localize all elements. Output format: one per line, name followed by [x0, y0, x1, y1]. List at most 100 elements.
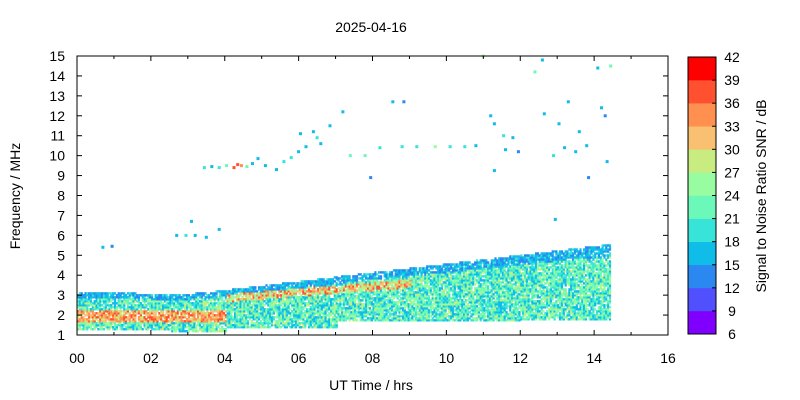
heatmap-cell: [89, 316, 93, 319]
heatmap-cell: [330, 300, 333, 303]
heatmap-cell: [505, 297, 508, 300]
heatmap-cell: [324, 322, 327, 325]
heatmap-cell: [437, 299, 440, 302]
heatmap-cell: [130, 324, 133, 327]
heatmap-cell: [496, 261, 499, 264]
heatmap-cell: [322, 282, 325, 285]
heatmap-cell: [435, 305, 438, 308]
heatmap-cell: [250, 286, 253, 289]
heatmap-cell: [435, 303, 438, 306]
heatmap-cell: [427, 295, 431, 298]
heatmap-cell: [514, 295, 517, 298]
heatmap-cell: [509, 273, 512, 276]
heatmap-cell: [487, 311, 490, 314]
heatmap-cell: [481, 261, 484, 264]
heatmap-cell: [361, 285, 364, 288]
heatmap-cell: [485, 267, 488, 270]
heatmap-cell: [152, 300, 155, 303]
heatmap-cell: [415, 309, 418, 312]
heatmap-cell: [309, 280, 312, 283]
heatmap-cell: [333, 314, 336, 317]
heatmap-cell: [241, 302, 244, 305]
heatmap-cell: [355, 307, 359, 310]
heatmap-cell: [136, 294, 139, 297]
heatmap-cell: [169, 328, 172, 331]
heatmap-cell: [466, 287, 469, 290]
heatmap-cell: [245, 300, 248, 303]
heatmap-cell: [518, 263, 521, 266]
heatmap-cell: [322, 290, 325, 293]
heatmap-cell: [474, 303, 477, 306]
heatmap-cell: [442, 273, 445, 276]
heatmap-cell: [132, 328, 135, 331]
heatmap-cell: [178, 328, 181, 331]
heatmap-cell: [470, 277, 473, 280]
heatmap-cell: [176, 316, 179, 319]
heatmap-cell: [437, 271, 440, 274]
heatmap-cell: [407, 315, 410, 318]
heatmap-cell: [448, 297, 451, 300]
heatmap-cell: [455, 275, 458, 278]
heatmap-cell: [468, 275, 471, 278]
heatmap-cell: [354, 313, 357, 316]
heatmap-cell: [237, 310, 240, 313]
heatmap-cell: [137, 300, 141, 303]
heatmap-cell: [150, 310, 154, 313]
heatmap-cell: [331, 316, 335, 319]
heatmap-cell: [222, 304, 226, 307]
heatmap-cell: [130, 304, 133, 307]
heatmap-cell: [78, 306, 81, 309]
heatmap-cell: [204, 298, 207, 301]
heatmap-cell: [516, 255, 519, 258]
heatmap-cell: [466, 269, 469, 272]
heatmap-cell: [400, 311, 403, 314]
heatmap-cell: [440, 319, 443, 322]
heatmap-cell: [102, 316, 106, 319]
heatmap-cell: [252, 298, 255, 301]
heatmap-cell: [446, 285, 449, 288]
heatmap-cell: [512, 267, 516, 270]
heatmap-cell: [381, 309, 384, 312]
heatmap-cell: [333, 318, 336, 321]
heatmap-cell: [499, 285, 503, 288]
heatmap-cell: [202, 304, 205, 307]
heatmap-cell: [174, 322, 178, 325]
heatmap-cell: [80, 324, 83, 327]
heatmap-cell: [455, 281, 458, 284]
heatmap-cell: [485, 307, 488, 310]
heatmap-cell: [198, 294, 202, 297]
heatmap-cell: [246, 292, 250, 295]
heatmap-cell: [416, 299, 419, 302]
heatmap-cell: [130, 306, 133, 309]
heatmap-cell: [514, 313, 517, 316]
heatmap-cell: [490, 303, 493, 306]
heatmap-cell: [466, 263, 469, 266]
heatmap-cell: [261, 298, 264, 301]
heatmap-cell: [463, 281, 466, 284]
heatmap-cell: [420, 299, 423, 302]
heatmap-cell: [169, 298, 172, 301]
heatmap-cell: [372, 273, 375, 276]
heatmap-cell: [494, 267, 497, 270]
heatmap-cell: [446, 305, 449, 308]
heatmap-cell: [318, 324, 322, 327]
heatmap-cell: [367, 319, 370, 322]
heatmap-cell: [113, 324, 117, 327]
heatmap-cell: [331, 298, 335, 301]
heatmap-cell: [381, 295, 384, 298]
heatmap-cell: [481, 317, 484, 320]
heatmap-cell: [372, 305, 375, 308]
heatmap-cell: [337, 309, 340, 312]
heatmap-cell: [496, 307, 499, 310]
heatmap-cell: [433, 291, 436, 294]
heatmap-cell: [213, 304, 216, 307]
heatmap-cell: [158, 312, 161, 315]
heatmap-cell: [367, 287, 370, 290]
heatmap-cell: [102, 322, 106, 325]
heatmap-cell: [374, 285, 377, 288]
heatmap-cell: [352, 277, 355, 280]
heatmap-cell: [89, 310, 93, 313]
heatmap-cell: [348, 275, 351, 278]
heatmap-cell: [93, 304, 96, 307]
heatmap-cell: [298, 306, 301, 309]
